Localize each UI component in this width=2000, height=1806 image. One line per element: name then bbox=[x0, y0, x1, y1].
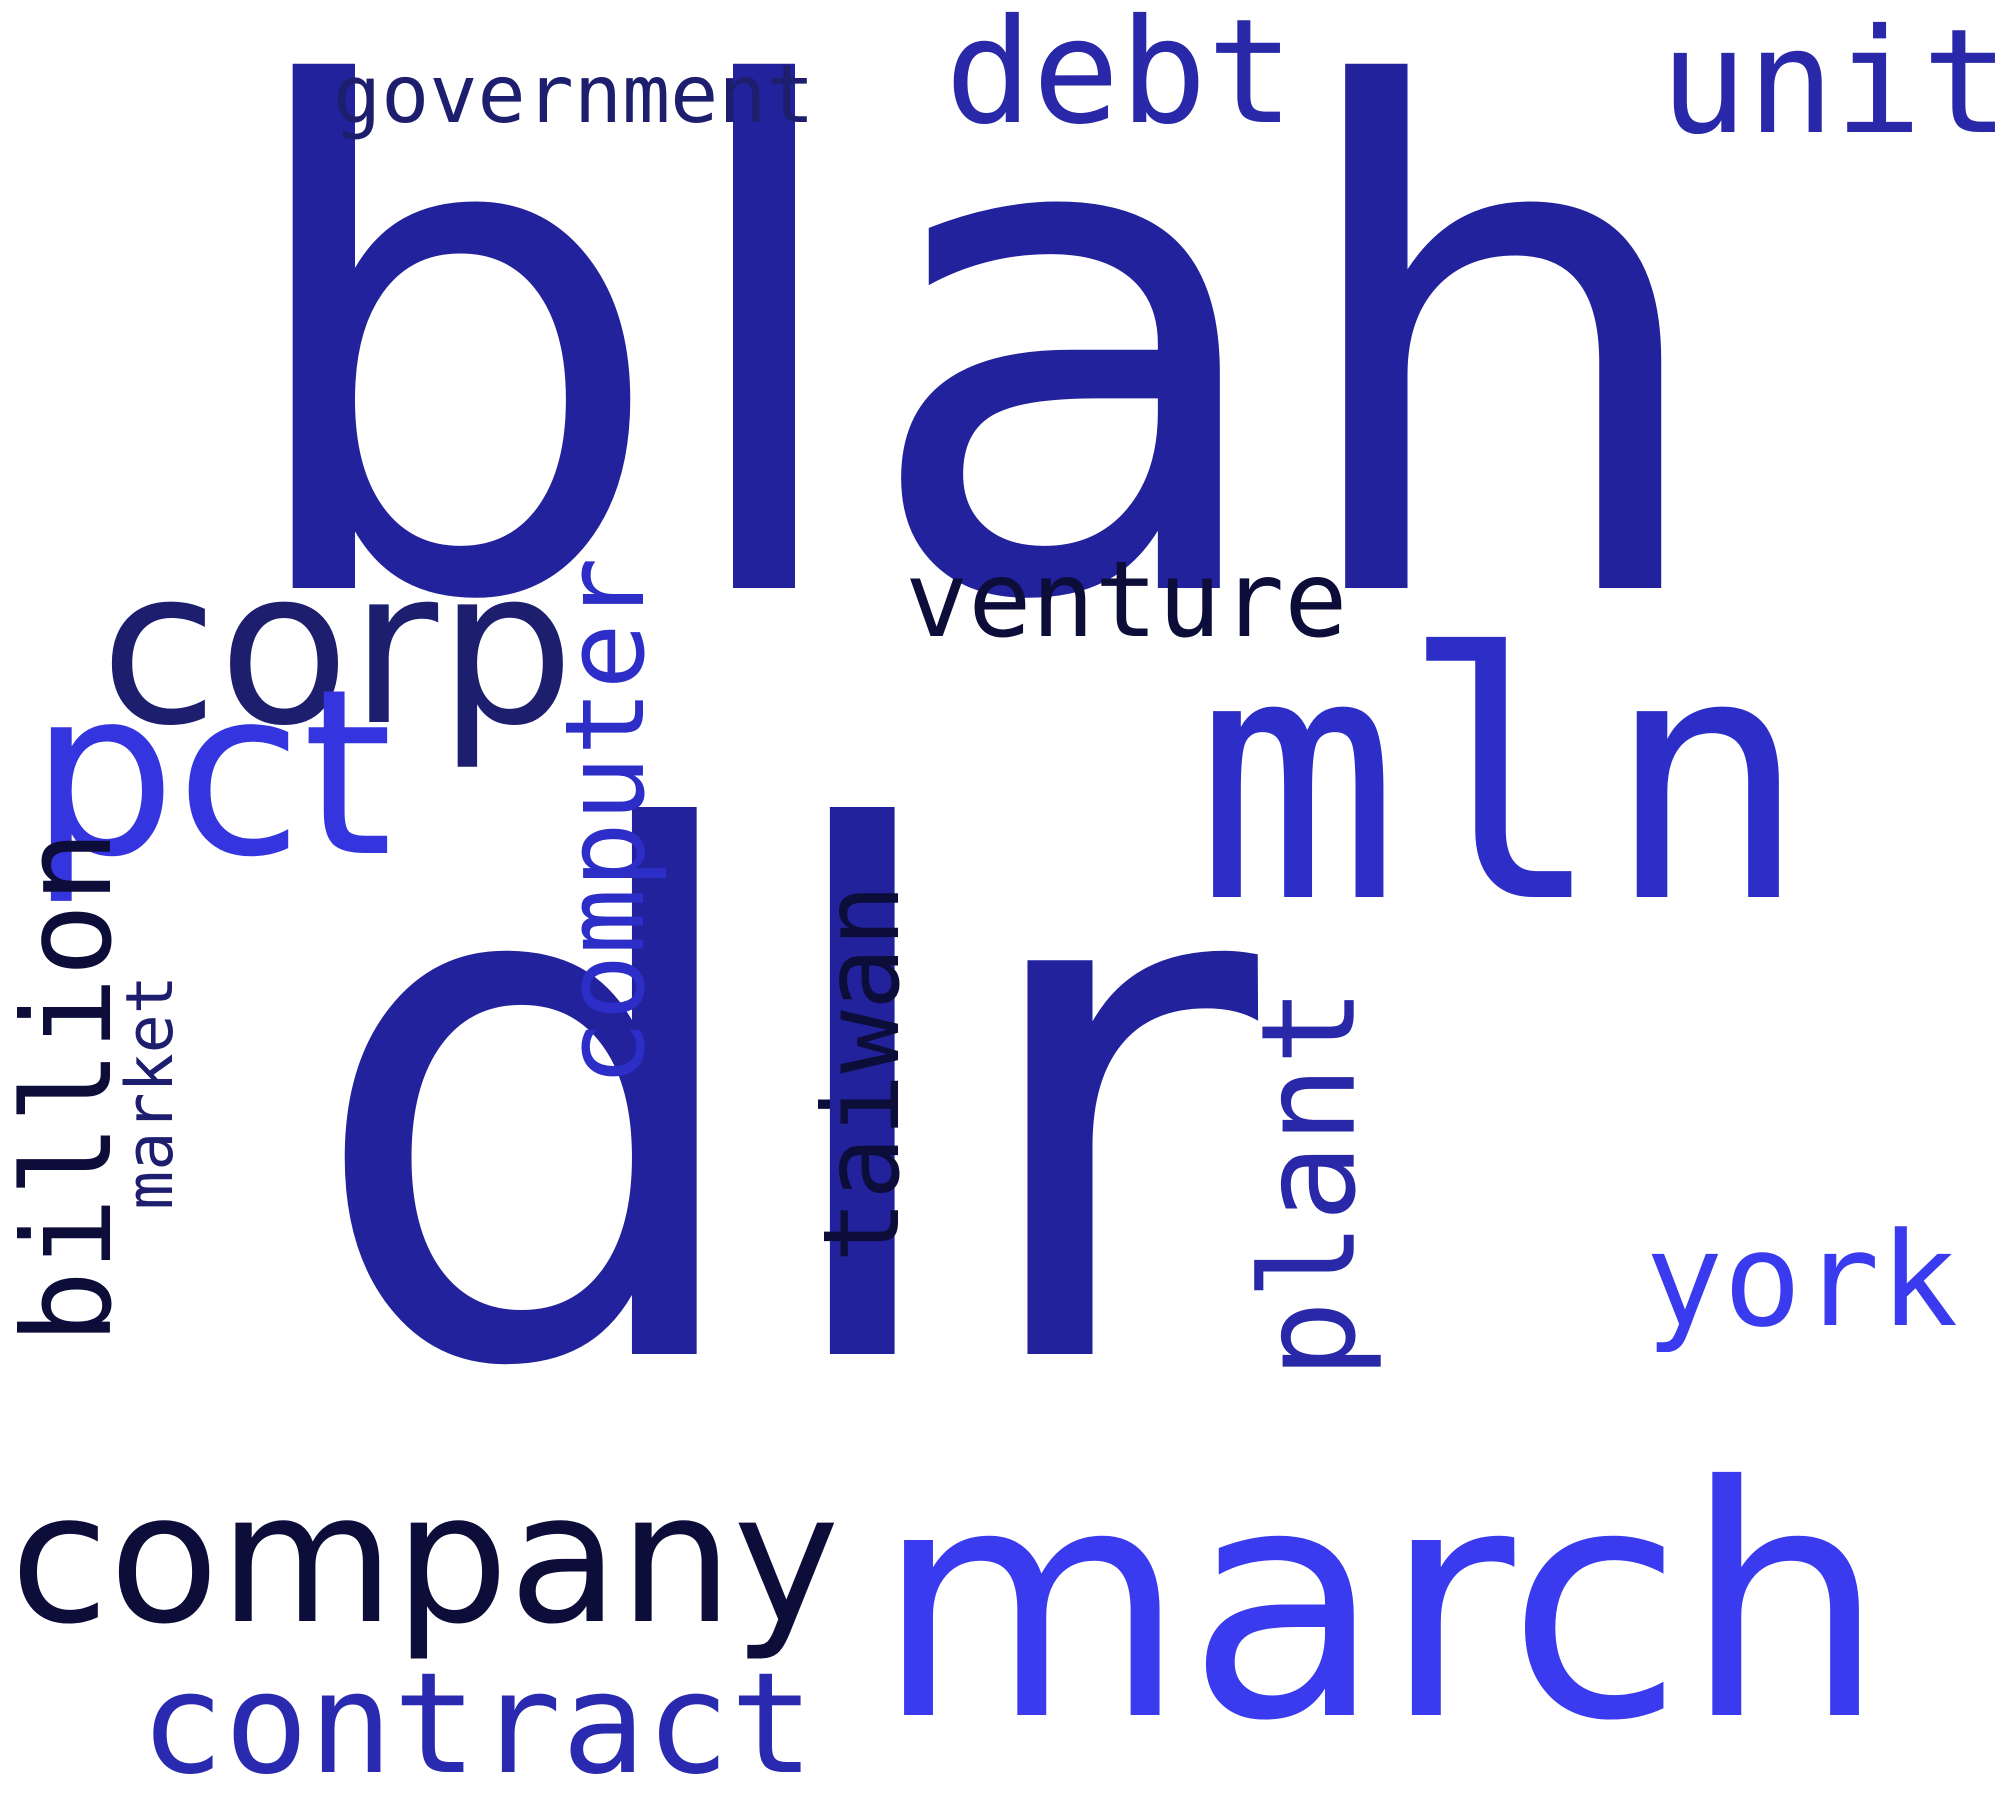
word-march: march bbox=[875, 1419, 1887, 1791]
word-taiwan: taiwan bbox=[800, 883, 923, 1263]
word-blah: blah bbox=[230, 0, 1720, 751]
word-computer: computer bbox=[540, 557, 669, 1087]
word-billion: billion bbox=[0, 829, 140, 1345]
word-plant: plant bbox=[1232, 987, 1385, 1379]
word-unit: unit bbox=[1660, 0, 2000, 167]
word-dlr: dlr bbox=[305, 686, 1259, 1524]
word-mln: mln bbox=[1195, 582, 1810, 978]
word-company: company bbox=[10, 1455, 840, 1664]
word-york: york bbox=[1645, 1204, 1959, 1356]
word-pct: pct bbox=[30, 641, 393, 908]
word-debt: debt bbox=[945, 0, 1295, 157]
word-contract: contract bbox=[140, 1643, 815, 1806]
word-venture: venture bbox=[905, 539, 1348, 661]
word-corp: corp bbox=[100, 522, 575, 773]
word-government: government bbox=[333, 48, 815, 141]
word-market: market bbox=[112, 974, 188, 1210]
